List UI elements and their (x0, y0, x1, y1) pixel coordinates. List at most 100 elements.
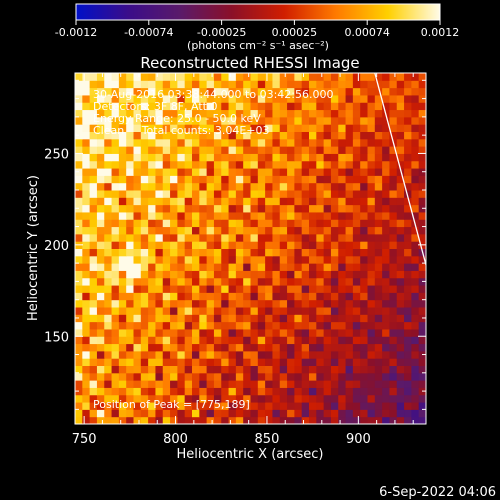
heatmap-cell (404, 73, 412, 81)
heatmap-cell (360, 153, 368, 162)
heatmap-cell (345, 270, 354, 279)
heatmap-cell (126, 219, 134, 228)
heatmap-cell (184, 73, 193, 81)
heatmap-cell (162, 175, 171, 184)
heatmap-cell (382, 307, 390, 315)
heatmap-cell (235, 343, 244, 352)
heatmap-cell (272, 182, 281, 191)
heatmap-cell (213, 321, 222, 330)
heatmap-cell (104, 182, 113, 191)
heatmap-cell (338, 409, 347, 418)
heatmap-cell (279, 314, 288, 323)
heatmap-cell (367, 307, 376, 315)
heatmap-cell (235, 190, 244, 198)
heatmap-cell (294, 394, 303, 403)
heatmap-cell (89, 197, 98, 206)
heatmap-cell (345, 336, 354, 345)
heatmap-cell (279, 219, 288, 228)
heatmap-cell (404, 241, 412, 249)
heatmap-cell (155, 146, 164, 154)
heatmap-cell (82, 402, 91, 410)
heatmap-cell (360, 307, 368, 315)
heatmap-cell (133, 299, 142, 308)
heatmap-cell (287, 263, 295, 271)
heatmap-cell (235, 372, 244, 381)
heatmap-cell (323, 299, 332, 308)
heatmap-cell (126, 124, 134, 132)
heatmap-cell (265, 292, 273, 301)
heatmap-cell (374, 233, 383, 242)
heatmap-cell (243, 131, 251, 140)
heatmap-cell (213, 80, 222, 89)
heatmap-cell (389, 328, 398, 337)
heatmap-cell (396, 380, 405, 388)
heatmap-cell (140, 285, 149, 293)
heatmap-cell (96, 263, 105, 271)
heatmap-cell (404, 248, 412, 257)
heatmap-cell (170, 328, 178, 337)
heatmap-cell (155, 321, 164, 330)
heatmap-cell (206, 394, 215, 403)
heatmap-cell (206, 321, 215, 330)
heatmap-cell (235, 248, 244, 257)
heatmap-cell (411, 299, 420, 308)
heatmap-cell (382, 175, 390, 184)
heatmap-cell (199, 307, 208, 315)
heatmap-cell (228, 204, 237, 213)
heatmap-cell (199, 387, 208, 396)
heatmap-cell (352, 233, 361, 242)
heatmap-cell (213, 328, 222, 337)
heatmap-cell (126, 102, 134, 111)
heatmap-cell (301, 285, 310, 293)
heatmap-cell (352, 116, 361, 125)
heatmap-cell (265, 307, 273, 315)
heatmap-cell (404, 372, 412, 381)
heatmap-cell (374, 175, 383, 184)
heatmap-cell (330, 131, 339, 140)
heatmap-cell (411, 190, 420, 198)
heatmap-cell (206, 270, 215, 279)
heatmap-cell (155, 380, 164, 388)
heatmap-cell (272, 394, 281, 403)
heatmap-cell (330, 80, 339, 89)
heatmap-cell (396, 350, 405, 359)
heatmap-cell (170, 387, 178, 396)
heatmap-cell (257, 277, 266, 286)
heatmap-cell (418, 197, 426, 206)
heatmap-cell (257, 175, 266, 184)
heatmap-cell (360, 343, 368, 352)
heatmap-cell (192, 87, 200, 96)
heatmap-cell (118, 226, 127, 235)
heatmap-cell (265, 87, 273, 96)
heatmap-cell (177, 402, 186, 410)
heatmap-cell (411, 409, 420, 418)
heatmap-cell (338, 241, 347, 249)
heatmap-cell (411, 380, 420, 388)
heatmap-cell (396, 131, 405, 140)
heatmap-cell (418, 372, 426, 381)
heatmap-cell (352, 343, 361, 352)
heatmap-cell (294, 204, 303, 213)
heatmap-cell (89, 285, 98, 293)
heatmap-cell (404, 285, 412, 293)
heatmap-cell (206, 380, 215, 388)
heatmap-cell (367, 343, 376, 352)
heatmap-cell (155, 109, 164, 118)
heatmap-cell (404, 102, 412, 111)
heatmap-cell (418, 402, 426, 410)
heatmap-cell (228, 102, 237, 111)
heatmap-cell (301, 109, 310, 118)
heatmap-cell (118, 131, 127, 140)
heatmap-cell (96, 116, 105, 125)
heatmap-cell (257, 204, 266, 213)
heatmap-cell (155, 343, 164, 352)
heatmap-cell (235, 109, 244, 118)
heatmap-cell (140, 153, 149, 162)
heatmap-cell (367, 270, 376, 279)
heatmap-cell (89, 175, 98, 184)
heatmap-cell (221, 146, 230, 154)
heatmap-cell (162, 102, 171, 111)
heatmap-cell (316, 226, 325, 235)
heatmap-cell (235, 350, 244, 359)
heatmap-cell (250, 190, 259, 198)
